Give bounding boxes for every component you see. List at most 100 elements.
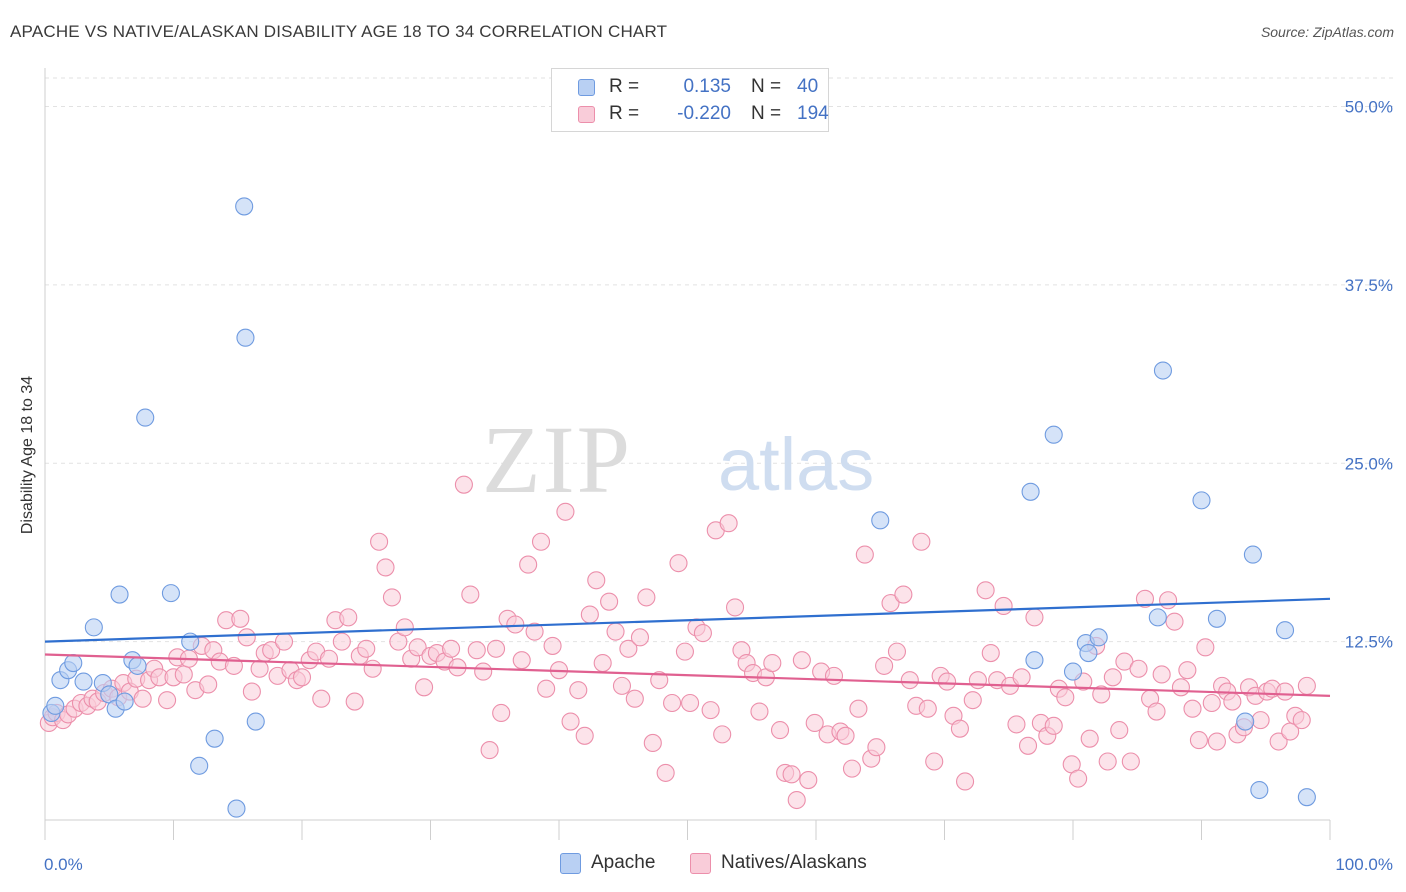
native-data-point (600, 592, 619, 611)
y-tick-label: 37.5% (1345, 276, 1393, 295)
native-data-point (1275, 682, 1295, 701)
native-data-point (1044, 716, 1063, 735)
native-data-point (1223, 692, 1242, 711)
legend-item-native: Natives/Alaskans (690, 852, 867, 874)
native-data-point (174, 665, 193, 684)
native-data-point (1025, 608, 1044, 627)
native-data-point (357, 639, 376, 658)
native-trend-line (44, 653, 1331, 697)
native-data-point (701, 701, 720, 720)
y-tick-labels: 12.5% 25.0% 37.5% 50.0% (1345, 98, 1393, 652)
native-data-point (363, 659, 382, 678)
native-data-point (925, 752, 944, 771)
series-legend: Apache Natives/Alaskans (0, 850, 1406, 878)
native-data-point (543, 636, 562, 655)
native-data-point (593, 653, 612, 673)
native-data-point (262, 641, 281, 660)
native-data-point (376, 558, 395, 577)
native-data-point (681, 693, 700, 713)
apache-data-point (84, 618, 103, 637)
native-data-point (1012, 668, 1031, 687)
native-data-point (474, 662, 493, 681)
native-data-point (956, 772, 975, 791)
native-data-point (976, 581, 995, 600)
native-data-point (1183, 699, 1202, 718)
native-data-point (994, 596, 1013, 616)
watermark-atlas: atlas (718, 423, 874, 506)
x-tick-label-max: 100.0% (1335, 855, 1393, 874)
apache-data-point (115, 692, 134, 711)
native-data-point (292, 668, 312, 687)
legend-item-apache: Apache (560, 852, 655, 874)
y-tick-label: 25.0% (1345, 454, 1393, 473)
native-data-point (531, 532, 551, 551)
native-data-point (824, 666, 844, 685)
native-data-point (575, 726, 594, 745)
apache-data-point (190, 756, 209, 775)
native-data-point (1147, 702, 1166, 721)
native-data-point (1121, 752, 1140, 771)
native-data-point (1196, 638, 1215, 657)
axes (44, 68, 1331, 840)
native-data-point (719, 514, 738, 533)
native-data-point (842, 759, 862, 778)
x-tick-labels: 0.0% 100.0% (44, 855, 1393, 874)
apache-data-point (64, 653, 83, 673)
native-data-point (887, 642, 907, 661)
native-data-point (938, 672, 957, 691)
apache-data-point (1148, 608, 1167, 627)
native-data-point (1178, 661, 1197, 680)
native-data-point (675, 642, 694, 661)
apache-data-point (46, 696, 65, 715)
r-value: 0.135 (683, 76, 731, 97)
native-data-point (1080, 729, 1099, 748)
native-data-point (345, 692, 364, 711)
apache-data-point (110, 585, 129, 604)
apache-data-point (235, 197, 254, 216)
native-data-point (587, 571, 606, 590)
native-data-point (1129, 659, 1148, 678)
r-value: -0.220 (677, 103, 731, 124)
native-data-point (1152, 665, 1171, 684)
chart-title: APACHE VS NATIVE/ALASKAN DISABILITY AGE … (10, 22, 668, 41)
native-data-point (133, 689, 152, 708)
native-data-point (855, 545, 874, 564)
legend-label-native: Natives/Alaskans (721, 852, 867, 873)
native-data-point (656, 763, 675, 782)
native-data-point (1297, 676, 1316, 695)
native-data-point (637, 588, 656, 607)
gridlines (45, 77, 1393, 643)
native-data-point (1098, 752, 1117, 771)
apache-data-point (205, 729, 224, 748)
watermark-zip: ZIP (482, 406, 632, 513)
native-data-point (556, 502, 575, 521)
native-data-point (725, 598, 745, 617)
native-data-point (454, 475, 473, 494)
native-data-point (1092, 685, 1111, 704)
apache-data-point (1063, 662, 1083, 681)
native-data-point (900, 671, 919, 690)
apache-data-point (1243, 545, 1262, 564)
native-data-point (370, 532, 389, 551)
native-data-point (506, 615, 525, 634)
apache-data-point (1021, 482, 1040, 501)
native-data-point (918, 699, 937, 718)
native-data-point (1202, 693, 1221, 713)
native-data-point (408, 638, 427, 657)
native-data-point (663, 693, 682, 713)
native-data-point (382, 588, 402, 607)
apache-data-point (1236, 712, 1255, 731)
apache-data-point (1250, 780, 1269, 800)
native-data-point (512, 651, 531, 670)
native-data-point (894, 585, 913, 604)
native-data-point (580, 605, 599, 624)
native-data-point (881, 594, 900, 613)
native-data-point (492, 703, 511, 723)
native-data-point (569, 681, 588, 700)
apache-data-point (1044, 425, 1063, 444)
native-data-point (1018, 736, 1038, 755)
apache-data-point (1025, 651, 1044, 670)
native-data-point (1069, 769, 1088, 788)
native-data-point (231, 609, 250, 628)
